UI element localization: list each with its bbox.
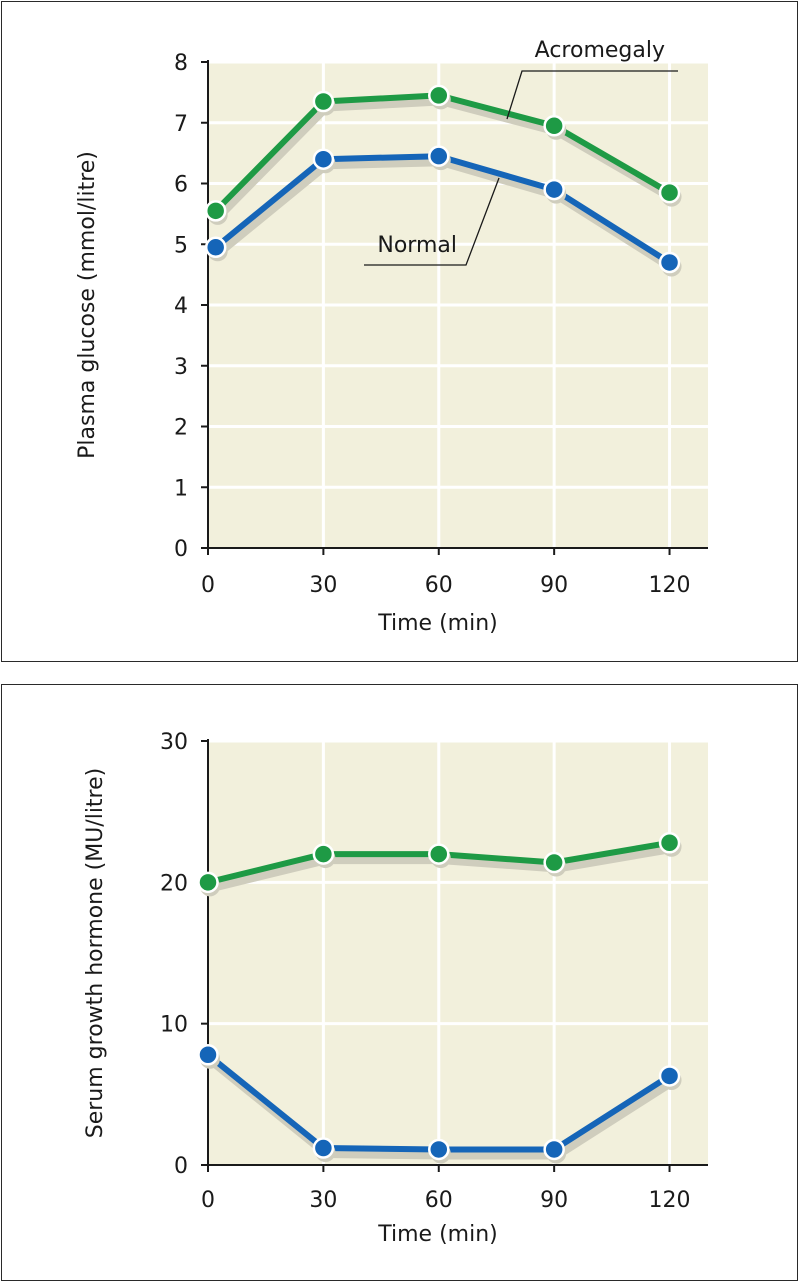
- data-point: [658, 251, 681, 274]
- x-tick-label: 30: [309, 1188, 337, 1213]
- y-tick-label: 6: [174, 173, 188, 198]
- x-axis-label: Time (min): [377, 611, 498, 636]
- y-axis-label: Serum growth hormone (MU/litre): [83, 768, 108, 1139]
- series-green: [204, 84, 682, 225]
- data-point: [204, 236, 227, 259]
- callout-leader-line: [506, 70, 678, 120]
- series-green: [197, 832, 682, 897]
- series-callout-label: Normal: [377, 233, 457, 258]
- data-point: [543, 178, 565, 201]
- plot-area: [208, 741, 708, 1165]
- y-tick-label: 1: [174, 476, 188, 501]
- y-tick-label: 20: [160, 871, 188, 896]
- data-point: [543, 115, 565, 137]
- data-point: [543, 851, 565, 874]
- y-tick-label: 0: [174, 1154, 188, 1179]
- data-point: [543, 1138, 565, 1161]
- data-point: [197, 871, 219, 894]
- y-tick-label: 2: [174, 416, 188, 441]
- gridlines: [208, 60, 708, 548]
- data-point: [312, 843, 335, 865]
- y-tick-label: 4: [174, 294, 188, 319]
- data-point: [428, 84, 450, 107]
- x-tick-label: 60: [425, 573, 453, 598]
- x-tick-label: 90: [540, 573, 568, 598]
- data-point: [658, 181, 681, 204]
- gridlines: [208, 739, 708, 1165]
- series-callout-label: Acromegaly: [535, 38, 665, 63]
- y-tick-label: 5: [174, 233, 188, 258]
- data-point: [312, 148, 335, 170]
- data-point: [658, 832, 681, 854]
- glucose-chart-panel: 0 1 2 3 4 5 6 7 8 0 30 60 90 120 Time (min) Plasma gluc…: [1, 1, 798, 662]
- data-point: [658, 1065, 681, 1087]
- data-point: [312, 90, 335, 113]
- x-tick-label: 30: [309, 573, 337, 598]
- growth-hormone-chart-panel: 0 10 20 30 0 30 60 90 120 Time (min) Serum growth …: [1, 684, 798, 1281]
- data-point: [428, 145, 450, 167]
- data-point: [428, 1138, 450, 1161]
- growth-hormone-chart: 0 10 20 30 0 30 60 90 120 Time (min) Serum growth …: [83, 730, 708, 1247]
- y-axis-label: Plasma glucose (mmol/litre): [75, 151, 100, 459]
- series-blue: [197, 1044, 682, 1164]
- y-tick-label: 3: [174, 355, 188, 380]
- y-tick-label: 10: [160, 1013, 188, 1038]
- x-tick-label: 60: [425, 1188, 453, 1213]
- y-tick-label: 30: [160, 730, 188, 755]
- y-tick-label: 7: [174, 112, 188, 137]
- x-tick-label: 0: [201, 1188, 215, 1213]
- x-tick-label: 0: [201, 573, 215, 598]
- x-tick-label: 90: [540, 1188, 568, 1213]
- data-point: [428, 843, 450, 865]
- callout-leader-line: [364, 177, 500, 266]
- data-point: [204, 200, 227, 222]
- glucose-chart: 0 1 2 3 4 5 6 7 8 0 30 60 90 120 Time (min) Plasma gluc…: [75, 38, 708, 636]
- data-point: [197, 1044, 219, 1066]
- data-point: [312, 1137, 335, 1159]
- series-blue: [204, 145, 682, 277]
- x-tick-label: 120: [649, 1188, 691, 1213]
- x-tick-label: 120: [649, 573, 691, 598]
- y-tick-label: 8: [174, 51, 188, 76]
- y-tick-label: 0: [174, 537, 188, 562]
- x-axis-label: Time (min): [377, 1222, 498, 1247]
